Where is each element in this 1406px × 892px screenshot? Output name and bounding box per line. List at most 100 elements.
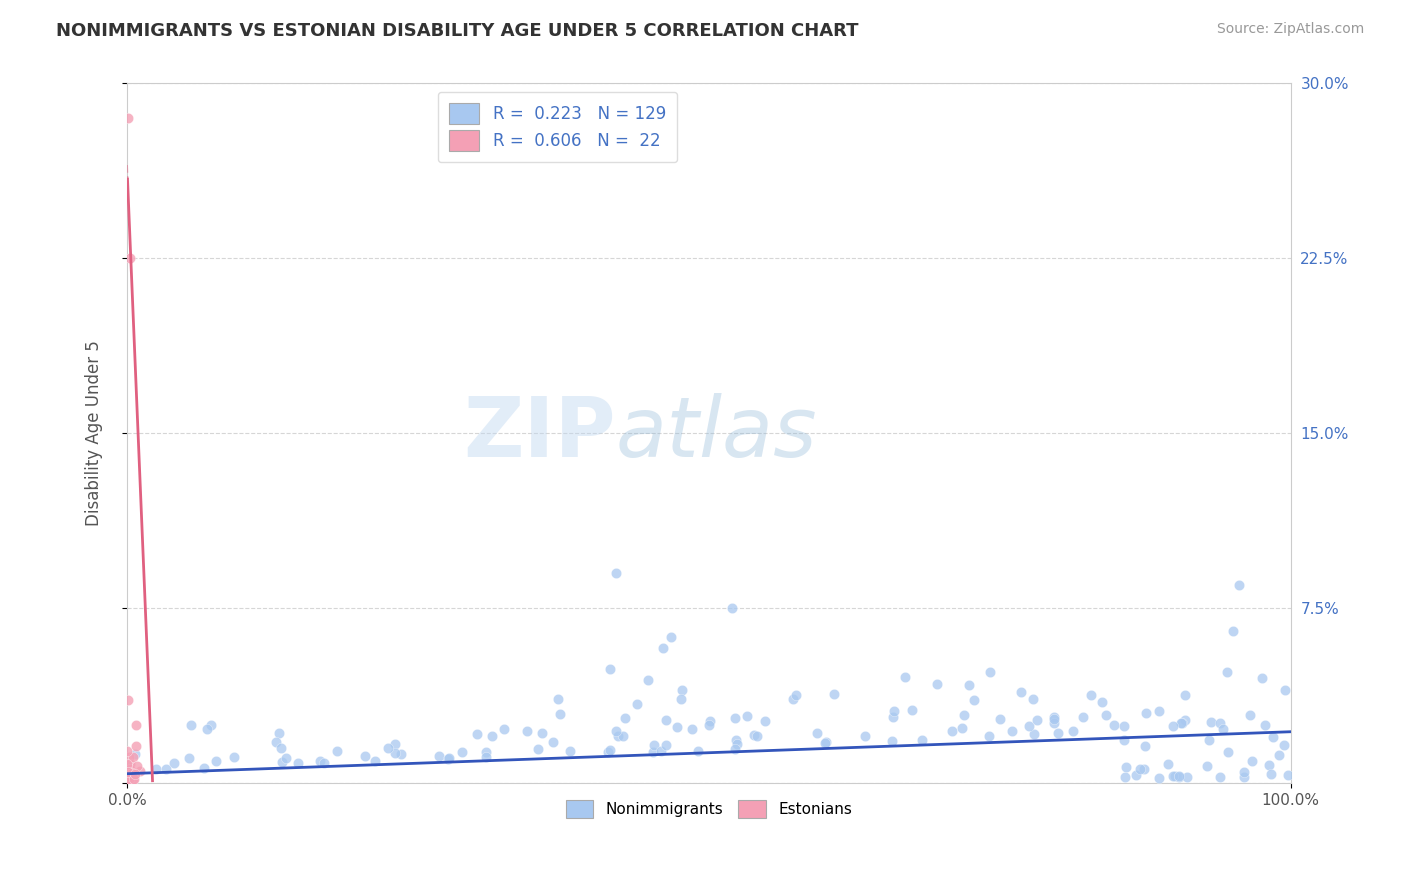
Nonimmigrants bbox=[910, 733, 932, 747]
Nonimmigrants bbox=[1026, 713, 1049, 727]
Estonians bbox=[118, 756, 141, 771]
Nonimmigrants bbox=[276, 750, 298, 764]
Nonimmigrants bbox=[724, 733, 747, 747]
Nonimmigrants bbox=[1042, 710, 1064, 724]
Estonians bbox=[117, 756, 139, 771]
Nonimmigrants bbox=[124, 747, 146, 762]
Nonimmigrants bbox=[326, 744, 349, 758]
Nonimmigrants bbox=[596, 745, 619, 759]
Nonimmigrants bbox=[925, 676, 948, 690]
Nonimmigrants bbox=[654, 713, 676, 727]
Nonimmigrants bbox=[669, 691, 692, 706]
Nonimmigrants bbox=[1167, 769, 1189, 783]
Nonimmigrants bbox=[742, 728, 765, 742]
Nonimmigrants bbox=[1133, 739, 1156, 753]
Estonians bbox=[122, 750, 145, 764]
Nonimmigrants bbox=[785, 688, 807, 702]
Nonimmigrants bbox=[1091, 695, 1114, 709]
Nonimmigrants bbox=[599, 662, 621, 676]
Nonimmigrants bbox=[1274, 682, 1296, 697]
Nonimmigrants bbox=[754, 714, 776, 728]
Nonimmigrants bbox=[1222, 624, 1244, 639]
Nonimmigrants bbox=[314, 756, 336, 770]
Estonians bbox=[117, 765, 139, 780]
Nonimmigrants bbox=[725, 737, 748, 751]
Nonimmigrants bbox=[814, 735, 837, 749]
Nonimmigrants bbox=[1114, 770, 1136, 784]
Nonimmigrants bbox=[1174, 713, 1197, 727]
Nonimmigrants bbox=[1133, 762, 1156, 776]
Nonimmigrants bbox=[979, 665, 1001, 679]
Estonians bbox=[127, 758, 149, 772]
Nonimmigrants bbox=[548, 707, 571, 722]
Nonimmigrants bbox=[180, 718, 202, 732]
Nonimmigrants bbox=[806, 725, 828, 739]
Nonimmigrants bbox=[481, 729, 503, 743]
Nonimmigrants bbox=[364, 755, 387, 769]
Nonimmigrants bbox=[659, 631, 682, 645]
Nonimmigrants bbox=[612, 729, 634, 743]
Nonimmigrants bbox=[560, 744, 582, 758]
Nonimmigrants bbox=[200, 718, 222, 732]
Nonimmigrants bbox=[547, 692, 569, 706]
Nonimmigrants bbox=[475, 745, 498, 759]
Nonimmigrants bbox=[117, 759, 139, 773]
Nonimmigrants bbox=[1071, 709, 1094, 723]
Y-axis label: Disability Age Under 5: Disability Age Under 5 bbox=[86, 341, 103, 526]
Nonimmigrants bbox=[287, 756, 309, 770]
Nonimmigrants bbox=[1112, 733, 1135, 747]
Nonimmigrants bbox=[963, 693, 986, 707]
Nonimmigrants bbox=[163, 756, 186, 770]
Nonimmigrants bbox=[1239, 707, 1261, 722]
Nonimmigrants bbox=[1147, 772, 1170, 786]
Nonimmigrants bbox=[1209, 716, 1232, 731]
Estonians bbox=[125, 718, 148, 732]
Nonimmigrants bbox=[1125, 768, 1147, 782]
Nonimmigrants bbox=[681, 723, 703, 737]
Nonimmigrants bbox=[1199, 714, 1222, 729]
Nonimmigrants bbox=[193, 761, 215, 775]
Nonimmigrants bbox=[427, 748, 450, 763]
Nonimmigrants bbox=[724, 711, 747, 725]
Nonimmigrants bbox=[979, 729, 1001, 743]
Nonimmigrants bbox=[451, 745, 474, 759]
Nonimmigrants bbox=[1267, 747, 1289, 762]
Nonimmigrants bbox=[697, 718, 720, 732]
Nonimmigrants bbox=[155, 762, 177, 776]
Nonimmigrants bbox=[1258, 758, 1281, 772]
Nonimmigrants bbox=[1010, 685, 1032, 699]
Nonimmigrants bbox=[1261, 730, 1284, 744]
Nonimmigrants bbox=[1001, 724, 1024, 739]
Nonimmigrants bbox=[1149, 704, 1171, 718]
Estonians bbox=[122, 772, 145, 786]
Nonimmigrants bbox=[389, 747, 412, 761]
Nonimmigrants bbox=[988, 712, 1011, 726]
Nonimmigrants bbox=[1114, 719, 1136, 733]
Nonimmigrants bbox=[1102, 717, 1125, 731]
Nonimmigrants bbox=[1260, 767, 1282, 781]
Nonimmigrants bbox=[671, 683, 693, 698]
Nonimmigrants bbox=[613, 710, 636, 724]
Nonimmigrants bbox=[1129, 762, 1152, 776]
Text: NONIMMIGRANTS VS ESTONIAN DISABILITY AGE UNDER 5 CORRELATION CHART: NONIMMIGRANTS VS ESTONIAN DISABILITY AGE… bbox=[56, 22, 859, 40]
Estonians bbox=[115, 768, 138, 782]
Nonimmigrants bbox=[1240, 754, 1263, 768]
Nonimmigrants bbox=[941, 723, 963, 738]
Nonimmigrants bbox=[1170, 716, 1192, 731]
Nonimmigrants bbox=[1218, 745, 1240, 759]
Nonimmigrants bbox=[437, 752, 460, 766]
Nonimmigrants bbox=[686, 743, 709, 757]
Nonimmigrants bbox=[1277, 768, 1299, 782]
Nonimmigrants bbox=[637, 673, 659, 687]
Nonimmigrants bbox=[655, 738, 678, 752]
Nonimmigrants bbox=[721, 601, 744, 615]
Nonimmigrants bbox=[1047, 726, 1070, 740]
Nonimmigrants bbox=[1062, 723, 1084, 738]
Nonimmigrants bbox=[1170, 715, 1192, 730]
Nonimmigrants bbox=[1174, 688, 1197, 702]
Nonimmigrants bbox=[1209, 770, 1232, 784]
Estonians bbox=[129, 764, 152, 778]
Nonimmigrants bbox=[643, 738, 665, 752]
Nonimmigrants bbox=[1157, 756, 1180, 771]
Nonimmigrants bbox=[526, 742, 548, 756]
